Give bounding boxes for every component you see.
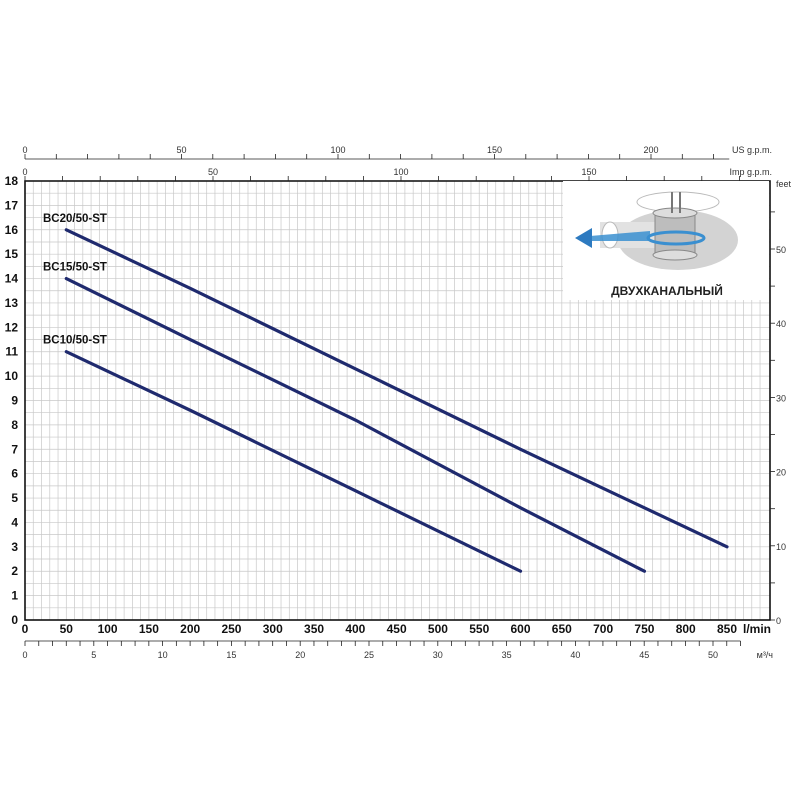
feet-axis-tick-label: 0 [776, 616, 781, 626]
m3h-axis-tick-label: 30 [433, 650, 443, 660]
feet-axis-tick-label: 20 [776, 468, 786, 478]
us-gpm-axis-tick-label: 0 [22, 145, 27, 155]
x-tick-label: 300 [263, 622, 283, 636]
us-gpm-axis-label: US g.p.m. [732, 145, 772, 155]
y-tick-label: 8 [11, 418, 18, 432]
y-tick-label: 5 [11, 491, 18, 505]
m3h-axis-tick-label: 35 [502, 650, 512, 660]
imp-gpm-axis-label: Imp g.p.m. [729, 167, 772, 177]
feet-axis-tick-label: 30 [776, 393, 786, 403]
flow-arrow-icon [590, 231, 650, 241]
us-gpm-axis-tick-label: 100 [330, 145, 345, 155]
x-tick-label: 600 [511, 622, 531, 636]
x-tick-label: 550 [469, 622, 489, 636]
x-tick-label: 50 [60, 622, 74, 636]
grid [25, 181, 770, 620]
m3h-axis-tick-label: 10 [158, 650, 168, 660]
x-tick-label: 700 [593, 622, 613, 636]
series-labels: BC20/50-ST BC15/50-ST BC10/50-ST [43, 213, 107, 347]
x-axis-label: l/min [743, 622, 771, 636]
m3h-axis-tick-label: 20 [295, 650, 305, 660]
m3h-axis-tick-label: 50 [708, 650, 718, 660]
x-tick-label: 750 [634, 622, 654, 636]
series-line-bc10-50-st [64, 350, 523, 573]
m3h-axis-tick-label: 40 [570, 650, 580, 660]
y-tick-label: 1 [11, 589, 18, 603]
y-tick-label: 4 [11, 515, 18, 529]
series-label: BC15/50-ST [43, 262, 107, 274]
m3h-axis-tick-label: 15 [226, 650, 236, 660]
us-gpm-axis-tick-label: 150 [487, 145, 502, 155]
inset-impeller-illustration: ДВУХКАНАЛЬНЫЙ [563, 181, 769, 300]
feet-axis-tick-label: 40 [776, 319, 786, 329]
y-tick-label: 2 [11, 564, 18, 578]
y-tick-label: 10 [5, 369, 19, 383]
x-tick-label: 800 [676, 622, 696, 636]
m3h-axis-tick-label: 5 [91, 650, 96, 660]
y-tick-label: 16 [5, 223, 19, 237]
imp-gpm-axis-tick-label: 0 [22, 167, 27, 177]
x-tick-label: 150 [139, 622, 159, 636]
y-tick-label: 17 [5, 198, 19, 212]
m3h-axis-label: м³/ч [757, 650, 774, 660]
x-tick-label: 0 [22, 622, 29, 636]
y-tick-label: 9 [11, 394, 18, 408]
series-lines [64, 228, 729, 573]
x-tick-label: 250 [221, 622, 241, 636]
m3h-axis-tick-label: 0 [22, 650, 27, 660]
series-line-bc15-50-st [64, 276, 647, 573]
m3h-axis-tick-label: 45 [639, 650, 649, 660]
y-tick-label: 15 [5, 247, 19, 261]
y-tick-label: 12 [5, 320, 19, 334]
imp-gpm-axis-tick-label: 50 [208, 167, 218, 177]
y-tick-label: 13 [5, 296, 19, 310]
x-tick-label: 500 [428, 622, 448, 636]
x-tick-label: 450 [387, 622, 407, 636]
y-tick-label: 3 [11, 540, 18, 554]
y-tick-label: 7 [11, 442, 18, 456]
imp-gpm-axis-tick-label: 150 [581, 167, 596, 177]
imp-gpm-axis-tick-label: 100 [393, 167, 408, 177]
y-tick-label: 14 [5, 272, 19, 286]
feet-axis-tick-label: 10 [776, 542, 786, 552]
y-tick-label: 18 [5, 174, 19, 188]
y-tick-label: 6 [11, 467, 18, 481]
y-tick-label: 11 [5, 345, 18, 359]
series-line-bc20-50-st [64, 228, 729, 549]
x-tick-label: 350 [304, 622, 324, 636]
m3h-axis-tick-label: 25 [364, 650, 374, 660]
inset-label: ДВУХКАНАЛЬНЫЙ [611, 283, 723, 298]
series-label: BC10/50-ST [43, 335, 107, 347]
us-gpm-axis-tick-label: 50 [176, 145, 186, 155]
x-tick-label: 400 [345, 622, 365, 636]
us-gpm-axis-tick-label: 200 [643, 145, 658, 155]
x-tick-label: 650 [552, 622, 572, 636]
x-tick-label: 200 [180, 622, 200, 636]
feet-axis-tick-label: 50 [776, 245, 786, 255]
x-tick-label: 850 [717, 622, 737, 636]
feet-axis-label: feet [776, 179, 792, 189]
x-tick-label: 100 [98, 622, 118, 636]
y-tick-label: 0 [11, 613, 18, 627]
series-label: BC20/50-ST [43, 213, 107, 225]
